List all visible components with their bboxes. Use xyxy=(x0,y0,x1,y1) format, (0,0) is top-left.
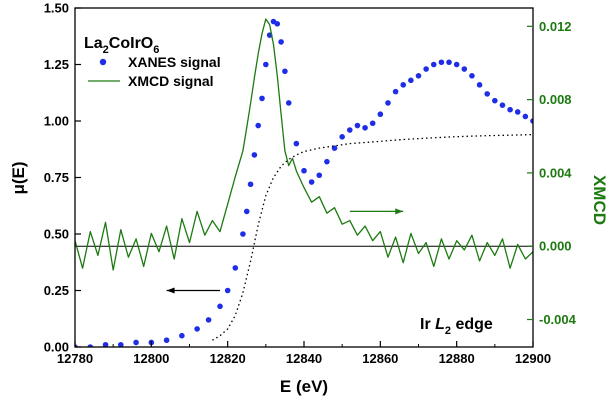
x-tick-label: 12900 xyxy=(515,351,551,366)
y-tick-label: 0.75 xyxy=(44,170,69,185)
x-axis: 12780 12800 12820 12840 12860 12880 12900 xyxy=(57,341,551,366)
xanes-signal-point xyxy=(247,181,254,188)
series-layer xyxy=(75,18,533,347)
xanes-signal-point xyxy=(285,100,292,106)
xanes-signal-point xyxy=(492,97,498,104)
xanes-signal-point xyxy=(301,167,307,174)
xanes-signal-point xyxy=(446,59,452,66)
xanes-signal-point xyxy=(339,134,345,140)
y2-axis-title: XMCD xyxy=(590,175,609,225)
xanes-signal-point xyxy=(255,122,261,129)
xanes-signal-point xyxy=(484,91,491,97)
xanes-signal-point xyxy=(243,208,250,215)
x-tick-label: 12820 xyxy=(210,351,246,366)
xanes-signal-point xyxy=(316,172,323,179)
xanes-signal-point xyxy=(163,337,170,344)
xanes-signal-point xyxy=(102,341,109,347)
xanes-signal-point xyxy=(205,317,212,323)
arrow-left xyxy=(166,287,221,294)
background-dotted-line xyxy=(212,133,533,341)
xanes-signal-point xyxy=(224,287,231,294)
xanes-signal-point xyxy=(347,127,353,133)
legend-xanes-label: XANES signal xyxy=(128,54,221,70)
sample-label: La2CoIrO6 xyxy=(84,35,159,56)
y-tick-label: 1.25 xyxy=(44,57,69,72)
y-tick-label: 0.00 xyxy=(44,340,69,355)
xanes-signal-point xyxy=(476,82,483,88)
xanes-signal-point xyxy=(308,179,315,185)
legend-xmcd-label: XMCD signal xyxy=(128,73,214,89)
xanes-signal-point xyxy=(461,66,468,72)
xanes-signal-point xyxy=(293,140,300,147)
y-tick-label: 0.25 xyxy=(44,283,69,298)
x-axis-title: E (eV) xyxy=(280,377,328,396)
xanes-signal-point xyxy=(438,59,445,66)
xanes-signal-point xyxy=(415,73,422,79)
right-y-axis: -0.004 0.000 0.004 0.008 0.012 xyxy=(527,19,577,327)
annotation-arrows xyxy=(166,208,404,294)
xanes-signal-point xyxy=(423,66,429,72)
xanes-signal-point xyxy=(217,303,223,310)
legend: XANES signal XMCD signal xyxy=(88,54,221,89)
y-tick-label: 1.50 xyxy=(44,1,69,16)
arrow-right xyxy=(349,208,404,215)
xanes-signal-point xyxy=(377,111,384,118)
xanes-signal-point xyxy=(263,61,269,68)
y2-tick-label: 0.000 xyxy=(539,239,572,254)
y2-tick-label: 0.004 xyxy=(539,165,572,180)
y-tick-label: 1.00 xyxy=(44,114,69,129)
xanes-signal-point xyxy=(354,122,361,129)
xanes-signal-point xyxy=(251,152,258,158)
xanes-signal-point xyxy=(194,326,200,332)
xanes-signal-point xyxy=(118,341,124,347)
xanes-signal-point xyxy=(400,82,407,88)
xanes-signal-point xyxy=(179,332,185,339)
xanes-signal-point xyxy=(530,118,533,124)
xanes-signal-point xyxy=(499,102,506,108)
legend-xanes-marker xyxy=(99,58,107,66)
xanes-signal-point xyxy=(240,231,246,237)
edge-label: Ir L2 edge xyxy=(420,316,493,337)
y2-tick-label: 0.008 xyxy=(539,92,572,107)
xanes-signal-point xyxy=(324,158,330,165)
xanes-signal-point xyxy=(469,73,475,79)
xanes-signal-point xyxy=(232,265,239,271)
left-y-axis: 0.00 0.25 0.50 0.75 1.00 1.25 1.50 xyxy=(44,1,81,355)
xanes-signal-point xyxy=(514,109,521,115)
xanes-signal-point xyxy=(522,113,529,120)
x-tick-label: 12860 xyxy=(362,351,398,366)
xanes-signal-point xyxy=(362,124,368,131)
arrow-head xyxy=(166,287,175,294)
y-tick-label: 0.50 xyxy=(44,227,69,242)
xanes-signal-point xyxy=(430,61,437,68)
xanes-signal-point xyxy=(274,21,281,27)
xanes-signal-point xyxy=(133,339,139,346)
xanes-signal-point xyxy=(507,106,513,113)
x-tick-label: 12780 xyxy=(57,351,93,366)
y2-tick-label: 0.012 xyxy=(539,19,572,34)
x-tick-label: 12800 xyxy=(133,351,169,366)
xanes-signal-point xyxy=(278,39,284,45)
xanes-signal-point xyxy=(369,120,376,127)
xanes-signal-point xyxy=(75,344,78,347)
xanes-signal-point xyxy=(408,77,414,84)
xanes-signal-point xyxy=(453,61,460,68)
xanes-signal-point xyxy=(87,344,94,347)
xanes-signal-point xyxy=(282,68,288,75)
xanes-signal-series xyxy=(75,18,533,347)
y2-tick-label: -0.004 xyxy=(539,312,577,327)
xanes-signal-point xyxy=(385,100,391,106)
xanes-signal-point xyxy=(392,88,399,95)
xmcd-signal-line xyxy=(75,18,533,271)
xanes-signal-point xyxy=(259,95,265,102)
arrow-head xyxy=(395,208,404,215)
x-tick-label: 12840 xyxy=(286,351,322,366)
y-axis-title: μ(E) xyxy=(9,161,28,194)
x-tick-label: 12880 xyxy=(439,351,475,366)
